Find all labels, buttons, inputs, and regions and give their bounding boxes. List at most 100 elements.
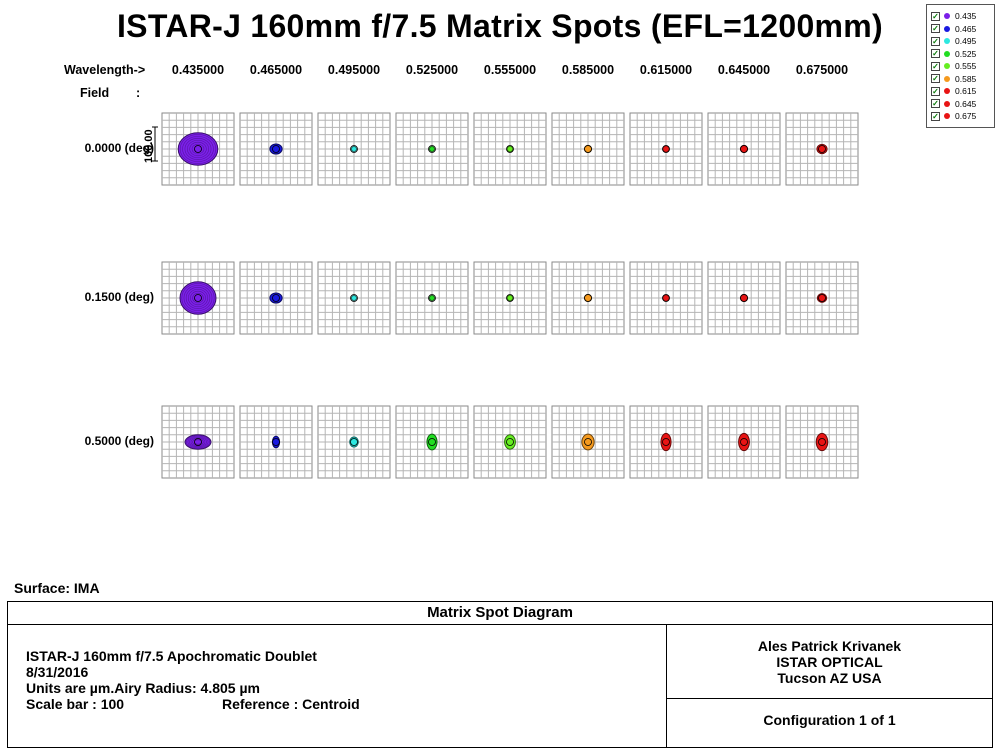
spot-cell-f3-w5 [473,405,547,479]
spot-cell-f1-w1 [161,112,235,186]
spot-ring [192,292,204,304]
field-label-3: 0.5000 (deg) [84,434,154,448]
spot-ring [189,141,207,157]
legend-label: 0.465 [955,23,977,34]
legend-item-0.555[interactable]: ✓ 0.555 [931,60,976,72]
spot-cell-f3-w8 [707,405,781,479]
legend-color-dot [944,38,950,44]
legend-checkbox[interactable]: ✓ [931,111,940,121]
footer-description: ISTAR-J 160mm f/7.5 Apochromatic Doublet… [26,648,360,712]
legend-label: 0.525 [955,48,977,59]
spot-ring [183,285,213,311]
legend-checkbox[interactable]: ✓ [931,74,940,83]
spot [581,433,595,451]
legend-item-0.675[interactable]: ✓ 0.675 [931,110,976,122]
legend-label: 0.675 [955,111,977,121]
airy-disk [662,145,670,153]
legend-checkbox[interactable]: ✓ [931,61,940,71]
spot [269,292,283,304]
spot-cell-f2-w4 [395,261,469,335]
spot-ring [187,288,209,308]
spot-cell-f2-w5 [473,261,547,335]
wavelength-value-3: 0.495000 [327,63,381,77]
spot-ring [191,143,205,155]
airy-disk [818,438,826,446]
wavelength-value-7: 0.615000 [639,63,693,77]
legend-checkbox[interactable]: ✓ [931,11,940,21]
spot [816,293,828,303]
spot-ring [181,283,215,313]
airy-disk [350,438,358,446]
spot [271,435,281,449]
legend-item-0.585[interactable]: ✓ 0.585 [931,73,976,85]
spot-cell-f1-w3 [317,112,391,186]
diagram-title: ISTAR-J 160mm f/7.5 Matrix Spots (EFL=12… [116,8,884,44]
spot [738,432,750,452]
spot-cell-f2-w6 [551,261,625,335]
spot-ring [184,138,212,160]
spot-ring [179,134,217,164]
legend-label: 0.435 [955,11,977,21]
legend-color-dot [944,25,950,32]
footer-line4: Scale bar : 100 Reference : Centroid [26,696,360,712]
legend-color-dot [944,75,950,82]
airy-disk [662,438,670,446]
spot-cell-f1-w7 [629,112,703,186]
spot-cell-f1-w2 [239,112,313,186]
footer-company: ISTAR OPTICAL [776,654,883,670]
field-colon: : [136,86,141,100]
spot-cell-f1-w8 [707,112,781,186]
airy-disk [506,145,514,153]
footer-reference: Reference : Centroid [222,696,360,712]
legend-checkbox[interactable]: ✓ [931,36,940,46]
legend-checkbox[interactable]: ✓ [931,49,940,58]
legend-item-0.465[interactable]: ✓ 0.465 [931,23,976,35]
footer-panel: Matrix Spot Diagram ISTAR-J 160mm f/7.5 … [7,601,993,748]
airy-disk [272,145,280,153]
footer-scale-bar: Scale bar : 100 [26,696,125,712]
legend-item-0.495[interactable]: ✓ 0.495 [931,35,976,47]
airy-disk [194,438,202,446]
legend-color-dot [944,63,950,69]
field-label: Field [80,86,110,100]
wavelength-value-5: 0.555000 [483,63,537,77]
spot-ring [187,436,209,448]
spot-cell-f2-w2 [239,261,313,335]
airy-disk [428,438,436,446]
footer-line2: 8/31/2016 [26,664,89,680]
wavelength-value-2: 0.465000 [249,63,303,77]
airy-disk [506,294,514,302]
spot [506,145,514,153]
legend-item-0.525[interactable]: ✓ 0.525 [931,48,976,60]
spot-cell-f3-w9 [785,405,859,479]
legend-label: 0.555 [955,61,977,71]
legend-item-0.615[interactable]: ✓ 0.615 [931,85,976,97]
airy-disk [740,294,748,302]
footer-author-block: Ales Patrick Krivanek ISTAR OPTICAL Tucs… [667,638,992,686]
airy-disk [350,145,358,153]
airy-disk [584,145,592,153]
legend-checkbox[interactable]: ✓ [931,99,940,108]
legend-item-0.435[interactable]: ✓ 0.435 [931,10,976,22]
surface-label: Surface: IMA [14,580,100,596]
legend-color-dot [944,13,950,19]
legend-label: 0.615 [955,86,977,96]
airy-disk [194,294,202,302]
airy-disk [740,145,748,153]
legend-checkbox[interactable]: ✓ [931,24,940,33]
spot-ring [186,435,210,449]
footer-configuration: Configuration 1 of 1 [763,712,896,728]
scale-bar: 100.00 [143,126,158,163]
spot-cell-f2-w7 [629,261,703,335]
airy-disk [740,438,748,446]
legend-color-dot [944,113,950,119]
legend-checkbox[interactable]: ✓ [931,86,940,96]
airy-disk [272,294,280,302]
spot [660,432,672,452]
legend-item-0.645[interactable]: ✓ 0.645 [931,98,976,110]
spot [506,294,514,302]
airy-disk [428,145,436,153]
footer-horizontal-divider [667,698,992,699]
spot [179,281,217,315]
legend-label: 0.495 [955,36,977,46]
